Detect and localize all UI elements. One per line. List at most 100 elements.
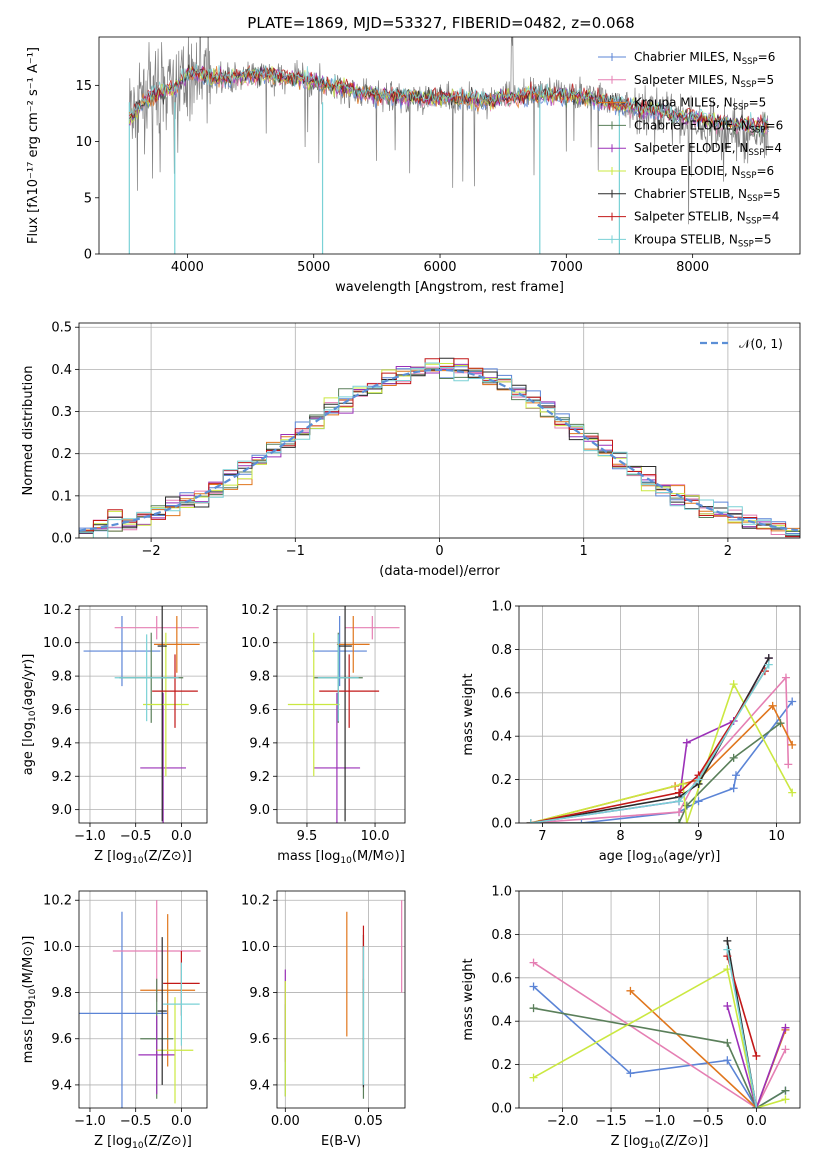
label-part: Z [: [94, 849, 112, 864]
x-axis-label: (data-model)/error: [379, 564, 500, 579]
errorbar-kroupa-miles: [153, 616, 200, 673]
legend-text: =6: [766, 118, 784, 132]
label-part: Z [: [94, 1134, 112, 1149]
y-tick-label: 0.2: [51, 447, 72, 462]
legend-text: =5: [749, 96, 767, 110]
z-age-plot-area: [83, 606, 200, 823]
errorbar-kroupa-stelib: [114, 634, 179, 722]
y-tick-label: 0.8: [491, 643, 512, 658]
y-axis-label: mass [log10(M/M⊙)]: [21, 936, 38, 1064]
residuals-overlay: (data-model)/error Normed distribution 𝒩(0…: [21, 322, 801, 579]
mass-age-grid: [277, 606, 405, 823]
series-point: [752, 1051, 761, 1060]
label-part: (data-model)/error: [379, 564, 500, 579]
x-axis-label: wavelength [Angstrom, rest frame]: [335, 280, 564, 295]
age-weight-overlay: age [log10(age/yr)]mass weight: [461, 605, 801, 866]
label-part: E(B-V): [321, 1134, 361, 1149]
y-tick-label: 9.8: [51, 670, 72, 685]
series-kroupa-elodie: [526, 680, 797, 823]
y-tick-label: 9.2: [51, 770, 72, 785]
y-tick-label: 10.2: [241, 894, 270, 909]
label-part: (Z/Z⊙)]: [144, 849, 192, 864]
legend-subscript: SSP: [733, 103, 749, 113]
series-line: [533, 967, 786, 1108]
y-tick-label: 10.0: [241, 940, 270, 955]
y-tick-label: 9.6: [249, 703, 270, 718]
y-tick-label: 15: [75, 79, 92, 94]
y-tick-label: 10: [75, 135, 92, 150]
x-tick-label: −0.5: [120, 1114, 152, 1129]
label-subscript: 10: [132, 856, 144, 866]
ebv-mass-grid: [277, 891, 405, 1108]
y-tick-label: 1.0: [491, 600, 512, 615]
legend-text: Chabrier ELODIE, N: [634, 118, 750, 132]
series-point: [678, 779, 687, 788]
model-line-salpeter-stelib: [129, 65, 769, 132]
errorbar-kroupa-elodie: [287, 632, 340, 777]
series-chabrier-elodie: [526, 719, 785, 823]
label-part: mass weight: [461, 958, 476, 1040]
series-kroupa-stelib: [723, 945, 761, 1108]
legend-entry: Chabrier STELIB, NSSP=5: [634, 187, 781, 204]
label-part: Z [: [611, 1134, 629, 1149]
y-axis-label: age [log10(age/yr)]: [21, 654, 38, 776]
y-tick-label: 9.2: [249, 770, 270, 785]
legend-text: Chabrier MILES, N: [634, 50, 742, 64]
series-point: [729, 680, 738, 689]
series-point: [694, 775, 703, 784]
label-part: log: [21, 1000, 36, 1020]
legend-text: Kroupa ELODIE, N: [634, 164, 741, 178]
legend-text: Salpeter ELODIE, N: [634, 141, 748, 155]
x-tick-label: −1.0: [74, 829, 106, 844]
x-tick-label: 8: [616, 829, 624, 844]
x-tick-label: 0.0: [171, 829, 192, 844]
x-tick-label: 0.0: [746, 1114, 767, 1129]
panel-ebv-mass: 0.00 0.05 9.4 9.6 9.8 10.0 10.2 E(B-V): [241, 890, 406, 1149]
series-kroupa-miles: [526, 701, 797, 823]
y-axis-label: mass weight: [461, 958, 476, 1040]
series-line: [533, 1007, 786, 1108]
series-point: [723, 965, 732, 974]
x-tick-label: 4000: [171, 260, 204, 275]
errorbar-chabrier-stelib: [157, 937, 167, 1085]
errorbar-kroupa-stelib: [163, 962, 200, 1046]
series-point: [723, 1038, 732, 1047]
label-part: log: [112, 849, 132, 864]
y-tick-label: 0.4: [491, 1015, 512, 1030]
series-point: [723, 945, 732, 954]
legend-entry: Salpeter ELODIE, NSSP=4: [634, 141, 782, 158]
x-axis-label: mass [log10(M/M⊙)]: [277, 849, 405, 866]
y-tick-label: 9.8: [249, 670, 270, 685]
label-part: mass [: [21, 1020, 36, 1063]
series-point: [529, 1004, 538, 1013]
mass-age-overlay: mass [log10(M/M⊙)]: [276, 605, 406, 866]
series-line: [530, 664, 770, 823]
series-chabrier-stelib: [526, 654, 773, 823]
series-point: [781, 1045, 790, 1054]
label-part: Normed distribution: [21, 366, 36, 496]
series-point: [788, 788, 797, 797]
panel-z-mass: −1.0 −0.5 0.09.49.69.810.010.2Z [log10(Z/Z…: [21, 890, 208, 1151]
x-tick-label: 9: [694, 829, 702, 844]
x-tick-label: −1.0: [74, 1114, 106, 1129]
z-mass-grid: [79, 891, 207, 1108]
x-tick-label: −2: [142, 544, 161, 559]
x-tick-label: 8000: [676, 260, 709, 275]
label-part: log: [632, 849, 652, 864]
errorbar-kroupa-miles: [336, 616, 370, 673]
series-line: [530, 682, 793, 823]
z-age-overlay: Z [log10(Z/Z⊙)] age [log10(age/yr)]: [21, 605, 208, 866]
errorbar-kroupa-elodie: [143, 632, 189, 777]
legend-text: =6: [756, 164, 774, 178]
y-axis-label: Flux [fλ10⁻¹⁷ erg cm⁻² s⁻¹ A⁻¹]: [26, 47, 41, 244]
x-tick-label: 5000: [297, 260, 330, 275]
label-part: mass weight: [461, 673, 476, 755]
legend-subscript: SSP: [750, 125, 766, 135]
series-point: [675, 788, 684, 797]
label-part: wavelength [Angstrom, rest frame]: [335, 280, 564, 295]
y-tick-label: 0.4: [491, 730, 512, 745]
y-tick-label: 0.5: [51, 321, 72, 336]
series-line: [530, 670, 766, 823]
legend-text: Chabrier STELIB, N: [634, 187, 747, 201]
